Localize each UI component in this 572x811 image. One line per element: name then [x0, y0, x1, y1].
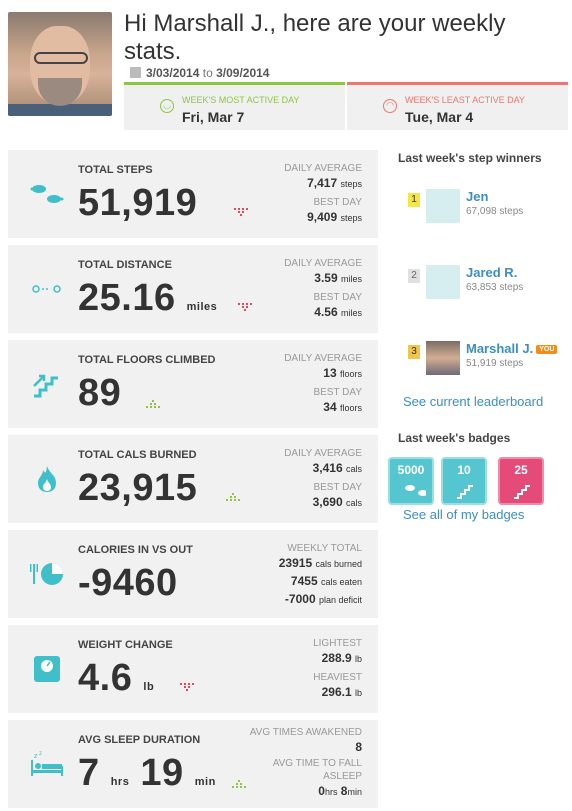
badge-steps[interactable]: 5000 [388, 457, 434, 505]
active-days: ◡ WEEK'S MOST ACTIVE DAY Fri, Mar 7 ◠ WE… [124, 82, 568, 130]
trend-down-icon [180, 683, 194, 691]
steps-card[interactable]: TOTAL STEPS 51,919 DAILY AVERAGE 7,417 s… [8, 150, 378, 238]
calories-burned-card[interactable]: TOTAL CALS BURNED 23,915 DAILY AVERAGE 3… [8, 435, 378, 523]
footsteps-icon [30, 185, 64, 203]
winner-item[interactable]: 3 Marshall J. YOU 51,919 steps [408, 341, 558, 381]
trend-down-icon [238, 303, 252, 311]
stairs-icon [33, 374, 58, 398]
leaderboard-link[interactable]: See current leaderboard [403, 394, 544, 409]
floors-card[interactable]: TOTAL FLOORS CLIMBED 89 DAILY AVERAGE 13… [8, 340, 378, 428]
default-avatar-icon [426, 265, 460, 299]
badge-floors-25[interactable]: 25 [498, 457, 544, 505]
winner-item[interactable]: 2 Jared R. 63,853 steps [408, 265, 558, 305]
all-badges-link[interactable]: See all of my badges [403, 507, 525, 522]
svg-text:z: z [39, 751, 42, 757]
scale-icon [34, 656, 60, 682]
step-winners-heading: Last week's step winners [398, 151, 542, 165]
calories-in-out-card[interactable]: CALORIES IN VS OUT -9460 WEEKLY TOTAL 23… [8, 530, 378, 618]
weight-card[interactable]: WEIGHT CHANGE 4.6 lb LIGHTEST 288.9 lb H… [8, 625, 378, 713]
trend-down-icon [234, 208, 248, 216]
most-active-day: ◡ WEEK'S MOST ACTIVE DAY Fri, Mar 7 [124, 82, 345, 130]
badge-floors-10[interactable]: 10 [441, 457, 487, 505]
flame-icon [38, 466, 56, 492]
smile-icon: ◡ [160, 99, 174, 113]
distance-icon [32, 285, 61, 293]
greeting-title: Hi Marshall J., here are your weekly sta… [124, 10, 506, 65]
frown-icon: ◠ [383, 99, 397, 113]
stairs-icon [514, 485, 530, 499]
distance-card[interactable]: TOTAL DISTANCE 25.16 miles DAILY AVERAGE… [8, 245, 378, 333]
user-avatar [8, 12, 112, 116]
badges-heading: Last week's badges [398, 431, 511, 445]
user-avatar [426, 341, 460, 375]
trend-up-icon [146, 400, 160, 408]
trend-up-icon [232, 780, 246, 788]
food-plate-icon [30, 563, 63, 585]
trend-up-icon [226, 493, 240, 501]
least-active-day: ◠ WEEK'S LEAST ACTIVE DAY Tue, Mar 4 [347, 82, 568, 130]
calendar-icon [130, 67, 141, 78]
footsteps-icon [405, 485, 426, 496]
default-avatar-icon [426, 189, 460, 223]
date-range: 3/03/2014 to 3/09/2014 [130, 66, 269, 80]
winner-item[interactable]: 1 Jen 67,098 steps [408, 189, 558, 229]
svg-text:z: z [34, 753, 38, 760]
stairs-icon [457, 485, 473, 499]
you-badge: YOU [536, 345, 558, 354]
